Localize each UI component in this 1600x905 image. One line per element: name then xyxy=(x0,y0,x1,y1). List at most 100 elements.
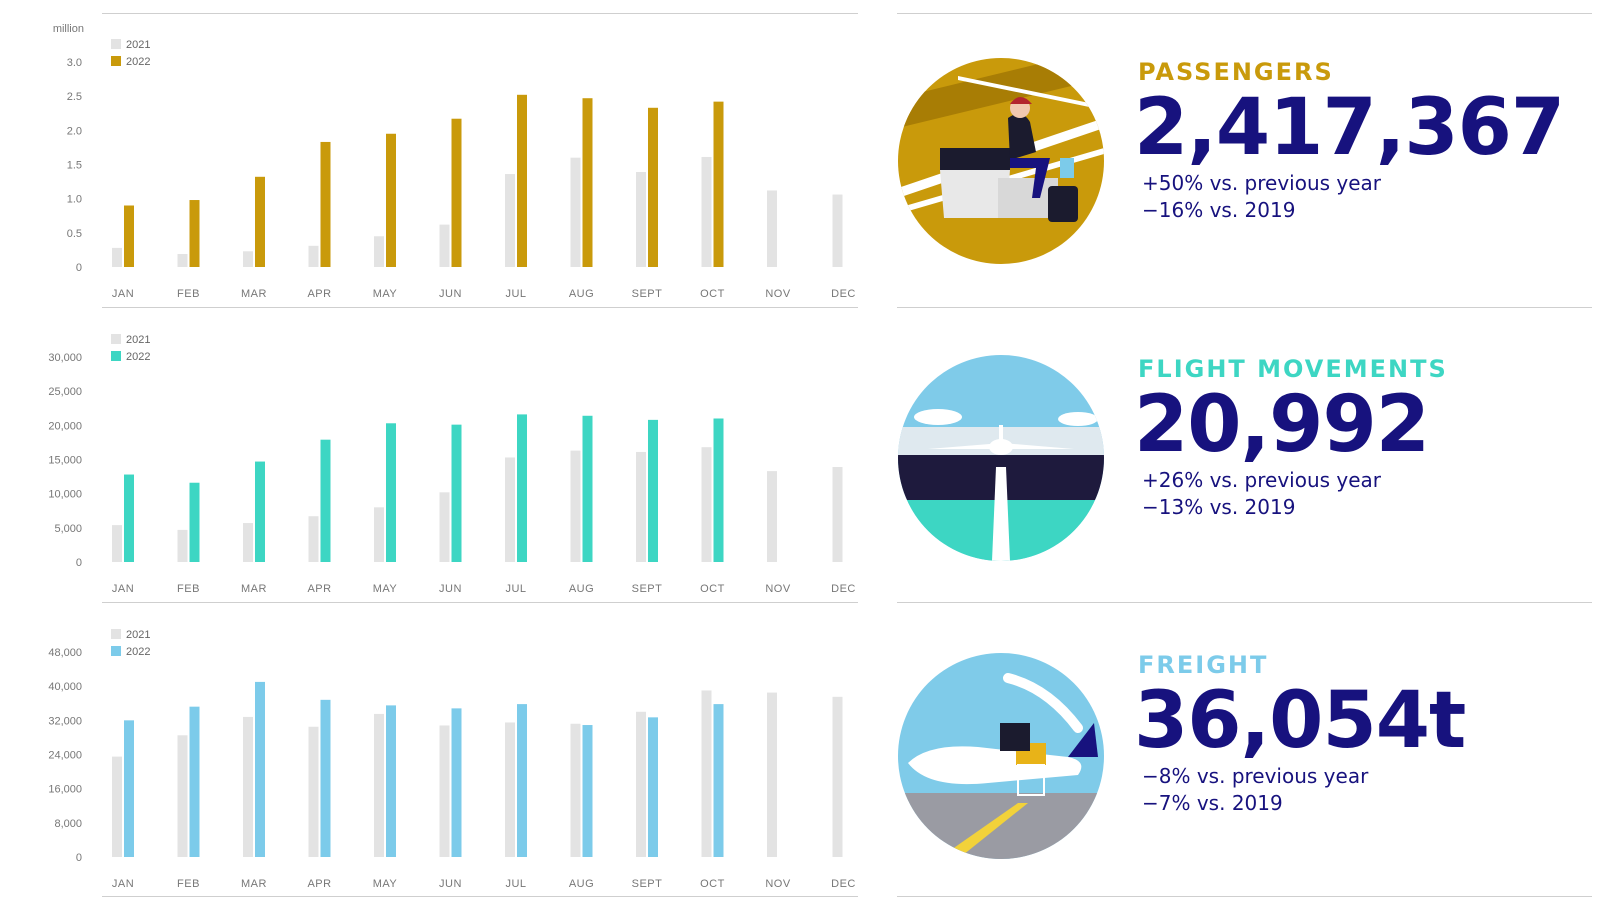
bar-2021 xyxy=(636,451,646,562)
flight-movements-stat: FLIGHT MOVEMENTS 20,992 +26% vs. previou… xyxy=(1134,355,1588,521)
bar-2022 xyxy=(451,708,462,857)
y-tick-label: 24,000 xyxy=(48,750,82,762)
bar-2021 xyxy=(636,711,646,857)
y-tick-label: 40,000 xyxy=(48,681,82,693)
divider xyxy=(897,13,1592,14)
legend-swatch xyxy=(111,351,121,361)
y-tick-label: 1.5 xyxy=(67,160,82,172)
bar-2021 xyxy=(439,224,450,267)
bar-2021 xyxy=(767,190,777,267)
y-tick-label: 1.0 xyxy=(67,194,82,206)
bar-2021 xyxy=(439,725,450,857)
bar-2022 xyxy=(713,704,724,857)
legend-label: 2021 xyxy=(126,39,150,51)
y-tick-label: 2.0 xyxy=(67,125,82,137)
y-tick-label: 25,000 xyxy=(48,386,82,398)
bar-2022 xyxy=(517,414,527,562)
cargo-loading-illustration xyxy=(898,653,1104,859)
y-tick-label: 0 xyxy=(76,557,82,569)
y-tick-label: 0 xyxy=(76,852,82,864)
x-tick-label: SEPT xyxy=(632,583,663,595)
y-tick-label: 10,000 xyxy=(48,489,82,501)
x-tick-label: APR xyxy=(307,583,331,595)
legend-swatch xyxy=(111,334,121,344)
x-tick-label: FEB xyxy=(177,878,200,890)
freight-stat: FREIGHT 36,054t −8% vs. previous year −7… xyxy=(1134,651,1588,817)
bar-2022 xyxy=(386,133,396,267)
y-tick-label: 30,000 xyxy=(48,352,82,364)
x-tick-label: JUL xyxy=(505,288,526,300)
stat-change-2019: −16% vs. 2019 xyxy=(1142,197,1296,222)
x-tick-label: JUN xyxy=(439,583,462,595)
x-tick-label: JUN xyxy=(439,878,462,890)
stat-change-2019: −13% vs. 2019 xyxy=(1142,494,1296,519)
x-tick-label: DEC xyxy=(831,583,856,595)
stat-value: 2,417,367 xyxy=(1134,83,1565,173)
bar-2022 xyxy=(451,118,462,267)
bar-2022 xyxy=(648,107,658,268)
bar-2021 xyxy=(701,447,712,562)
bar-2021 xyxy=(636,172,646,267)
y-tick-label: 20,000 xyxy=(48,420,82,432)
unit-label: million xyxy=(53,23,84,35)
x-tick-label: MAR xyxy=(241,583,267,595)
divider xyxy=(897,307,1592,308)
x-tick-label: FEB xyxy=(177,583,200,595)
legend-label: 2021 xyxy=(126,629,150,641)
bar-2021 xyxy=(177,529,188,562)
x-tick-label: MAY xyxy=(373,878,398,890)
bar-2022 xyxy=(189,482,200,562)
bar-2021 xyxy=(767,692,777,857)
stat-change-previous-year: +26% vs. previous year xyxy=(1142,467,1382,492)
bar-2021 xyxy=(570,157,581,267)
bar-2021 xyxy=(439,492,450,562)
bar-2021 xyxy=(374,713,384,857)
y-tick-label: 15,000 xyxy=(48,455,82,467)
x-tick-label: OCT xyxy=(700,583,725,595)
legend-swatch xyxy=(111,56,121,66)
x-tick-label: OCT xyxy=(700,288,725,300)
stat-change-2019: −7% vs. 2019 xyxy=(1142,790,1283,815)
divider xyxy=(897,896,1592,897)
legend-label: 2021 xyxy=(126,334,150,346)
x-tick-label: AUG xyxy=(569,878,594,890)
bar-2021 xyxy=(832,467,843,562)
bar-2021 xyxy=(505,457,515,562)
bar-2022 xyxy=(255,176,265,267)
bar-2022 xyxy=(582,98,593,267)
x-tick-label: FEB xyxy=(177,288,200,300)
y-tick-label: 0.5 xyxy=(67,228,82,240)
bar-2021 xyxy=(308,245,319,267)
x-tick-label: AUG xyxy=(569,583,594,595)
bar-2022 xyxy=(320,699,331,857)
x-tick-label: JAN xyxy=(112,878,134,890)
x-tick-label: JAN xyxy=(112,583,134,595)
y-tick-label: 0 xyxy=(76,262,82,274)
passengers-chart: 0 0.5 1.0 1.5 2.0 2.5 3.0 million 2021 2022 JAN FEB… xyxy=(53,23,856,300)
y-tick-label: 3.0 xyxy=(67,57,82,69)
divider xyxy=(102,602,858,603)
y-tick-label: 8,000 xyxy=(54,818,82,830)
stat-value: 20,992 xyxy=(1134,380,1430,470)
bar-2021 xyxy=(832,696,843,857)
legend-swatch xyxy=(111,646,121,656)
bar-2021 xyxy=(112,525,122,562)
stat-title: FREIGHT xyxy=(1138,651,1269,679)
bar-2021 xyxy=(177,735,188,857)
x-tick-label: OCT xyxy=(700,878,725,890)
y-tick-label: 48,000 xyxy=(48,647,82,659)
bar-2021 xyxy=(243,523,253,562)
x-tick-label: DEC xyxy=(831,878,856,890)
stat-title: PASSENGERS xyxy=(1138,58,1334,86)
bar-2022 xyxy=(320,141,331,267)
bar-2021 xyxy=(767,471,777,562)
x-tick-label: APR xyxy=(307,288,331,300)
legend-label: 2022 xyxy=(126,351,150,363)
stat-title: FLIGHT MOVEMENTS xyxy=(1138,355,1448,383)
x-tick-label: MAY xyxy=(373,583,398,595)
y-tick-label: 32,000 xyxy=(48,715,82,727)
bar-2022 xyxy=(517,704,527,857)
bar-2021 xyxy=(177,254,188,267)
freight-chart: 0 8,000 16,000 24,000 32,000 40,000 48,000 2021… xyxy=(48,629,856,890)
divider xyxy=(102,896,858,897)
